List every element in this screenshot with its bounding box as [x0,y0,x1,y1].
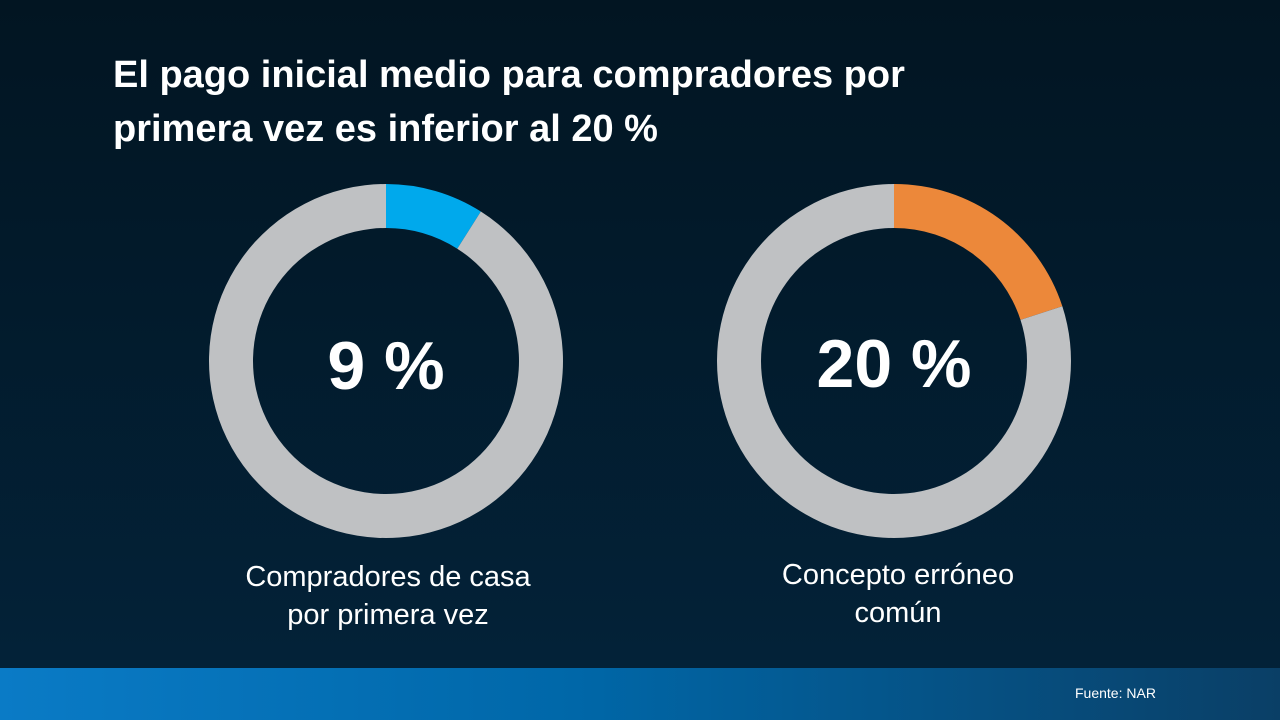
donut-label-line: por primera vez [287,599,489,631]
donut-slice-highlight [894,184,1063,320]
donut-label-common-misconception: Concepto erróneo común [698,556,1098,632]
page-title-line-2: primera vez es inferior al 20 % [113,108,658,150]
donut-center-value: 20 % [817,326,972,402]
donut-slices [209,184,564,538]
donut-label-first-time-buyers: Compradores de casa por primera vez [188,558,588,634]
page-title: El pago inicial medio para compradores p… [113,48,1113,156]
footer-bar: Fuente: NAR [0,668,1280,720]
donut-label-line: Concepto erróneo [781,559,1015,591]
source-note: Fuente: NAR [1075,685,1156,701]
donut-chart-first-time-buyers: 9 % [209,184,564,538]
page-title-line-1: El pago inicial medio para compradores p… [113,54,905,96]
donut-label-line: Compradores de casa [245,561,531,593]
donut-slices [717,184,1071,538]
donut-slice-highlight [386,184,481,249]
donut-chart-common-misconception: 20 % [717,184,1071,538]
donut-label-line: común [854,597,942,629]
donut-center-value: 9 % [327,328,444,404]
